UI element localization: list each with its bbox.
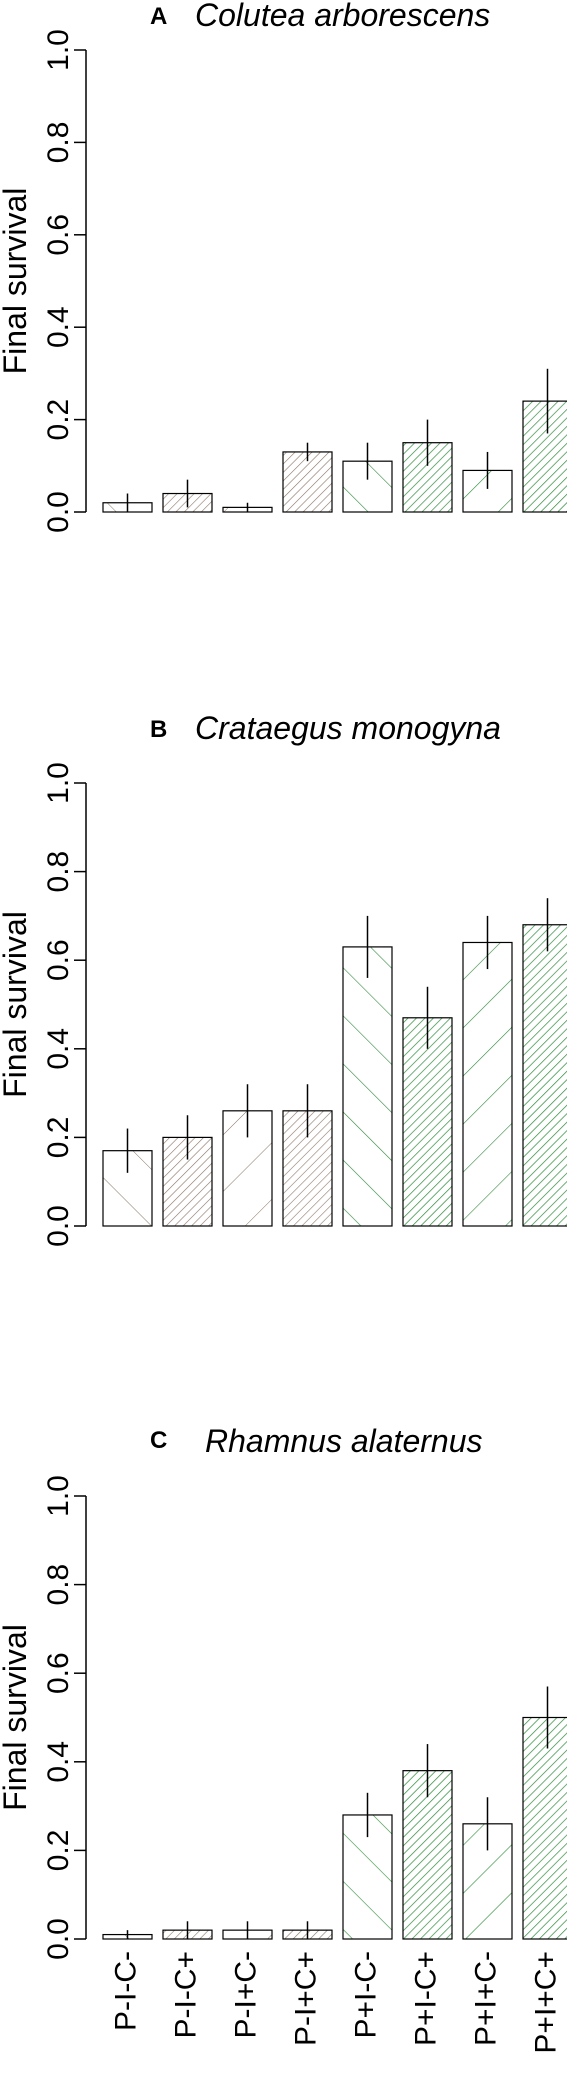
- x-tick-label: P+I-C-: [349, 1951, 382, 2039]
- bar-P+I+C+: [522, 1716, 567, 1940]
- x-tick-label: P+I+C+: [529, 1951, 562, 2054]
- y-tick-label: 0.8: [42, 851, 75, 893]
- y-tick-label: 0.2: [42, 1117, 75, 1159]
- bar-P+I-C-: [342, 946, 393, 1227]
- panel-letter: A: [150, 3, 167, 30]
- x-tick-label: P-I+C+: [289, 1951, 322, 2046]
- x-tick-label: P+I+C-: [469, 1951, 502, 2046]
- y-axis-label: Final survival: [0, 188, 33, 375]
- y-tick-label: 0.2: [42, 399, 75, 441]
- y-tick-label: 1.0: [42, 29, 75, 71]
- y-tick-label: 0.6: [42, 214, 75, 256]
- panel-letter: C: [150, 1427, 167, 1454]
- y-axis-label: Final survival: [0, 1624, 33, 1811]
- bar-P-I+C+: [282, 451, 333, 513]
- x-tick-label: P-I-C-: [109, 1951, 142, 2031]
- chart-panel-b: B Crataegus monogyna 0.0 0.2 0.4 0.6 0.8 1.0 Fin…: [0, 710, 567, 1247]
- y-tick-label: 1.0: [42, 762, 75, 804]
- y-tick-label: 0.6: [42, 939, 75, 981]
- chart-panel-a: A Colutea arborescens 0.0 0.2 0.4 0.6 0.8 1.0 Fi…: [0, 0, 567, 533]
- x-tick-label: P-I-C+: [169, 1951, 202, 2039]
- bar-P+I-C+: [402, 1017, 453, 1227]
- y-tick-label: 0.4: [42, 1741, 75, 1783]
- y-tick-label: 1.0: [42, 1475, 75, 1517]
- y-tick-label: 0.8: [42, 1564, 75, 1606]
- chart-title: Rhamnus alaternus: [205, 1423, 482, 1459]
- bar-P+I+C+: [522, 924, 567, 1227]
- y-tick-label: 0.0: [42, 1205, 75, 1247]
- x-tick-label: P-I+C-: [229, 1951, 262, 2039]
- chart-panel-c: C Rhamnus alaternus 0.0 0.2 0.4 0.6 0.8 1.0 Fina…: [0, 1423, 567, 2054]
- y-tick-label: 0.0: [42, 1918, 75, 1960]
- y-tick-label: 0.2: [42, 1830, 75, 1872]
- x-tick-label: P+I-C+: [409, 1951, 442, 2046]
- y-tick-label: 0.6: [42, 1652, 75, 1694]
- chart-title: Colutea arborescens: [195, 0, 490, 33]
- y-axis-label: Final survival: [0, 911, 33, 1098]
- chart-title: Crataegus monogyna: [195, 710, 501, 746]
- y-tick-label: 0.0: [42, 491, 75, 533]
- bar-P+I+C-: [462, 941, 513, 1227]
- bar-P+I-C+: [402, 1770, 453, 1940]
- y-tick-label: 0.4: [42, 1028, 75, 1070]
- y-tick-label: 0.4: [42, 306, 75, 348]
- bar-P+I+C+: [522, 400, 567, 513]
- y-tick-label: 0.8: [42, 122, 75, 164]
- panel-letter: B: [150, 716, 167, 743]
